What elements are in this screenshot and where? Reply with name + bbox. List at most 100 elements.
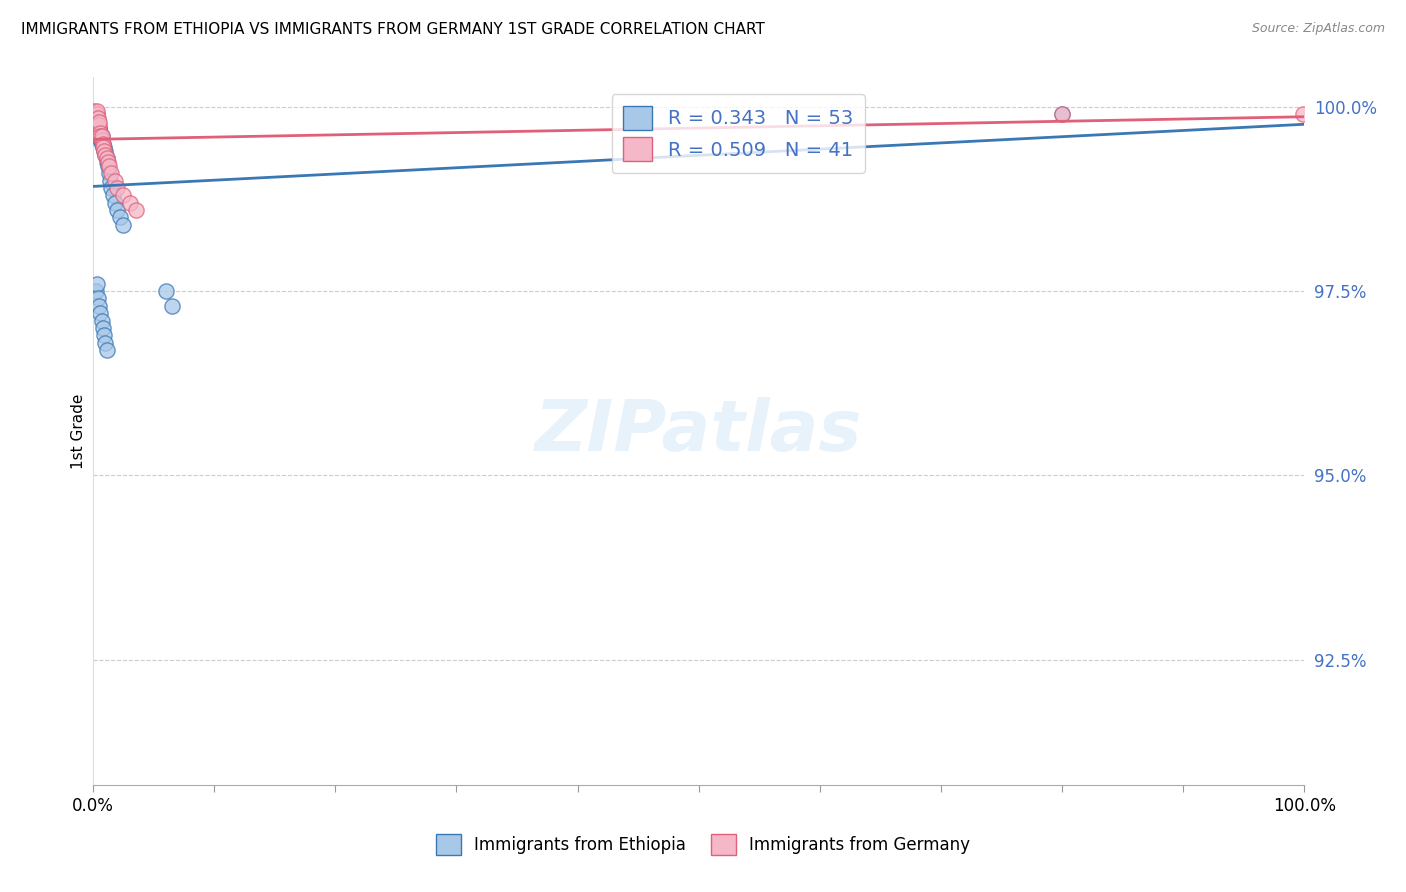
Point <box>97 155 120 169</box>
Point <box>84 107 107 121</box>
Point <box>86 114 108 128</box>
Point <box>93 140 115 154</box>
Point <box>89 126 111 140</box>
Point <box>89 120 111 135</box>
Point <box>89 114 111 128</box>
Point <box>94 148 117 162</box>
Point <box>89 129 111 144</box>
Point <box>86 119 108 133</box>
Point <box>87 122 110 136</box>
Point <box>98 173 121 187</box>
Point <box>87 292 110 306</box>
Point <box>83 103 105 118</box>
Point <box>89 306 111 320</box>
Point <box>104 195 127 210</box>
Point <box>90 313 112 327</box>
Point <box>97 159 120 173</box>
Point <box>86 119 108 133</box>
Point <box>100 181 122 195</box>
Point <box>94 335 117 350</box>
Y-axis label: 1st Grade: 1st Grade <box>72 393 86 469</box>
Text: Source: ZipAtlas.com: Source: ZipAtlas.com <box>1251 22 1385 36</box>
Point <box>107 181 129 195</box>
Point <box>89 122 111 136</box>
Point <box>89 129 111 144</box>
Point <box>90 133 112 147</box>
Point <box>91 321 114 335</box>
Point <box>86 277 108 291</box>
Point <box>94 148 117 162</box>
Point <box>112 218 135 232</box>
Point <box>89 123 111 137</box>
Point <box>86 103 108 118</box>
Point <box>89 126 111 140</box>
Point <box>84 114 107 128</box>
Point <box>83 107 105 121</box>
Point <box>155 284 177 298</box>
Point <box>97 159 120 173</box>
Point <box>100 166 122 180</box>
Point <box>91 136 114 151</box>
Point <box>108 211 131 225</box>
Point <box>96 155 118 169</box>
Point <box>94 144 117 158</box>
Point <box>93 144 115 158</box>
Text: IMMIGRANTS FROM ETHIOPIA VS IMMIGRANTS FROM GERMANY 1ST GRADE CORRELATION CHART: IMMIGRANTS FROM ETHIOPIA VS IMMIGRANTS F… <box>21 22 765 37</box>
Point <box>89 122 111 136</box>
Point <box>84 111 107 125</box>
Point <box>89 131 111 145</box>
Point <box>87 122 110 136</box>
Point <box>86 111 108 125</box>
Point <box>86 107 108 121</box>
Point <box>83 111 105 125</box>
Point <box>83 114 105 128</box>
Point <box>84 114 107 128</box>
Point <box>87 119 110 133</box>
Point <box>91 140 114 154</box>
Point <box>87 114 110 128</box>
Point <box>90 136 112 151</box>
Point <box>87 114 110 128</box>
Point <box>90 129 112 144</box>
Point <box>84 107 107 121</box>
Point <box>93 144 115 158</box>
Point <box>90 129 112 144</box>
Point <box>83 107 105 121</box>
Point <box>107 202 129 217</box>
Point <box>91 136 114 151</box>
Point <box>84 111 107 125</box>
Point <box>87 111 110 125</box>
Point <box>96 152 118 166</box>
Text: ZIPatlas: ZIPatlas <box>536 397 862 466</box>
Point <box>101 188 124 202</box>
Legend: Immigrants from Ethiopia, Immigrants from Germany: Immigrants from Ethiopia, Immigrants fro… <box>429 828 977 862</box>
Point <box>89 133 111 147</box>
Point <box>89 129 111 144</box>
Point <box>84 284 107 298</box>
Point <box>86 114 108 128</box>
Point <box>93 328 115 343</box>
Point <box>160 299 183 313</box>
Point <box>97 166 120 180</box>
Point <box>89 126 111 140</box>
Point <box>1050 107 1073 121</box>
Point <box>84 111 107 125</box>
Point <box>1292 107 1315 121</box>
Point <box>96 343 118 357</box>
Point <box>90 133 112 147</box>
Point <box>112 188 135 202</box>
Point <box>1050 107 1073 121</box>
Point <box>87 119 110 133</box>
Point <box>124 202 146 217</box>
Point <box>96 152 118 166</box>
Point <box>118 195 141 210</box>
Point <box>89 126 111 140</box>
Point <box>89 119 111 133</box>
Point <box>89 299 111 313</box>
Point <box>86 107 108 121</box>
Point <box>86 111 108 125</box>
Point <box>104 173 127 187</box>
Legend: R = 0.343   N = 53, R = 0.509   N = 41: R = 0.343 N = 53, R = 0.509 N = 41 <box>612 95 865 173</box>
Point <box>87 119 110 133</box>
Point <box>91 140 114 154</box>
